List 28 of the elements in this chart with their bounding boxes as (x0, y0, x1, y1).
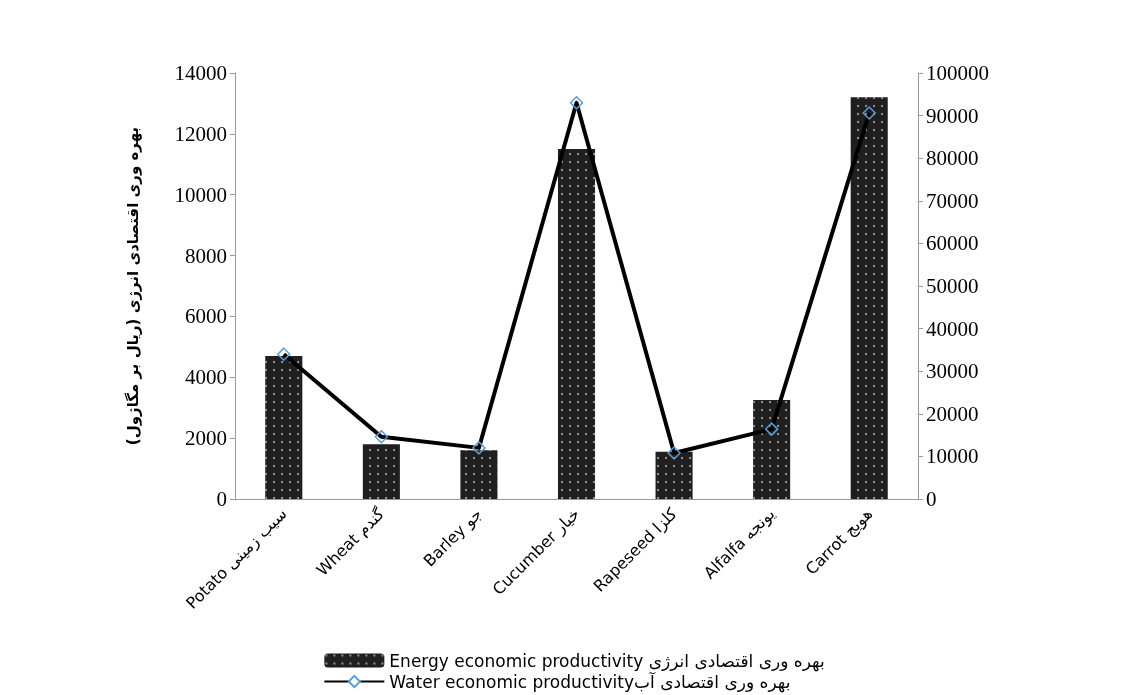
y2-tick-label: 30000 (926, 359, 979, 384)
x-tick-label: Barley جو (419, 504, 487, 571)
legend-label: Energy economic productivity بهره وری اقتصادی انرژی (389, 650, 825, 672)
y2-tick-label: 50000 (926, 274, 979, 298)
y2-tick-label: 40000 (926, 316, 979, 341)
y-tick-label: 10000 (174, 182, 227, 207)
y2-tick-label: 0 (926, 487, 937, 511)
y2-tick-label: 60000 (926, 231, 979, 256)
y2-tick-label: 100000 (926, 61, 989, 85)
x-tick-label: Rapeseed کلزا (589, 504, 682, 597)
y-tick-label: 8000 (185, 243, 227, 268)
legend-label: Water economic productivityبهره وری اقتصادی آب (389, 670, 791, 693)
x-tick-label: Wheat گندم (312, 504, 389, 580)
x-tick-label: Alfalfa یونجه (700, 504, 780, 584)
y2-tick-label: 80000 (926, 146, 979, 171)
y-tick-label: 6000 (185, 304, 227, 329)
y2-tick-label: 70000 (926, 188, 979, 213)
y-tick-label: 2000 (185, 426, 227, 451)
y-tick-label: 0 (216, 487, 227, 511)
y-tick-label: 4000 (185, 365, 227, 390)
x-tick-label: Carrot هویج (801, 504, 877, 580)
x-tick-label: Cucumber خیار (488, 504, 584, 600)
y-tick-label: 14000 (174, 61, 227, 85)
y-tick-label: 12000 (174, 121, 227, 146)
y2-tick-label: 90000 (926, 103, 979, 128)
y2-tick-label: 10000 (926, 444, 979, 469)
y-axis-title: بهره وری اقتصادی انرژی (ریال بر مگاژول) (123, 126, 142, 446)
y2-tick-label: 20000 (926, 401, 979, 426)
